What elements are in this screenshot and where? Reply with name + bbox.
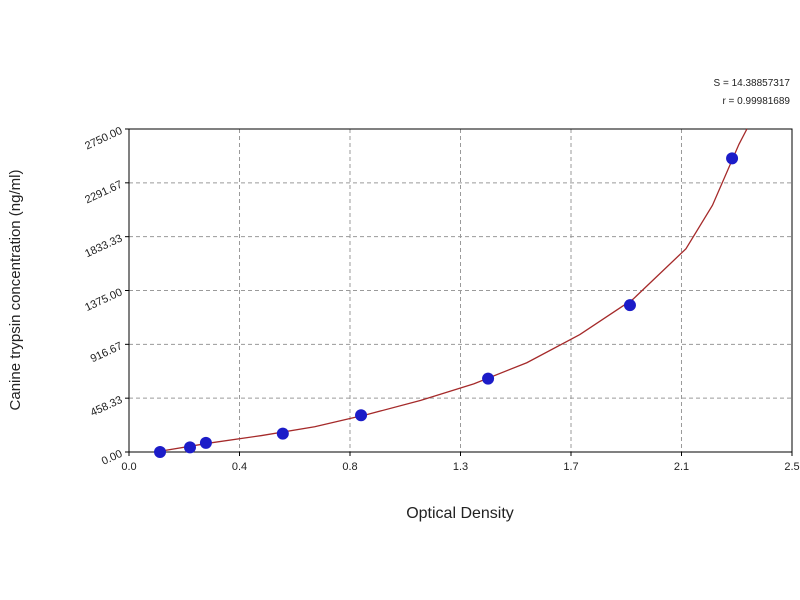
- x-tick-label: 0.0: [121, 461, 136, 473]
- plot-frame: [128, 128, 793, 453]
- data-point: [276, 427, 289, 440]
- y-tick-label: 2291.67: [83, 179, 124, 207]
- data-point: [726, 152, 739, 165]
- x-tick-label: 2.1: [674, 461, 689, 473]
- y-tick-label: 916.67: [89, 340, 125, 365]
- data-point: [355, 409, 368, 422]
- y-tick-label: 1375.00: [83, 286, 124, 314]
- x-tick-label: 1.3: [453, 461, 468, 473]
- x-tick-label: 0.4: [232, 461, 247, 473]
- annotation: r = 0.99981689: [722, 96, 790, 107]
- x-axis-title: Optical Density: [406, 505, 514, 522]
- y-tick-label: 458.33: [89, 394, 125, 419]
- data-point: [623, 299, 636, 312]
- data-point: [199, 436, 212, 449]
- data-point: [482, 372, 495, 385]
- x-tick-label: 0.8: [342, 461, 357, 473]
- annotation: S = 14.38857317: [714, 78, 791, 89]
- y-tick-label: 2750.00: [83, 125, 124, 153]
- y-axis-title: Canine trypsin concentration (ng/ml): [7, 170, 24, 411]
- y-tick-label: 1833.33: [83, 233, 124, 261]
- x-tick-label: 1.7: [563, 461, 578, 473]
- data-point: [154, 446, 167, 458]
- data-point: [183, 441, 196, 454]
- x-tick-label: 2.5: [784, 461, 799, 473]
- fit-curve: [155, 128, 748, 453]
